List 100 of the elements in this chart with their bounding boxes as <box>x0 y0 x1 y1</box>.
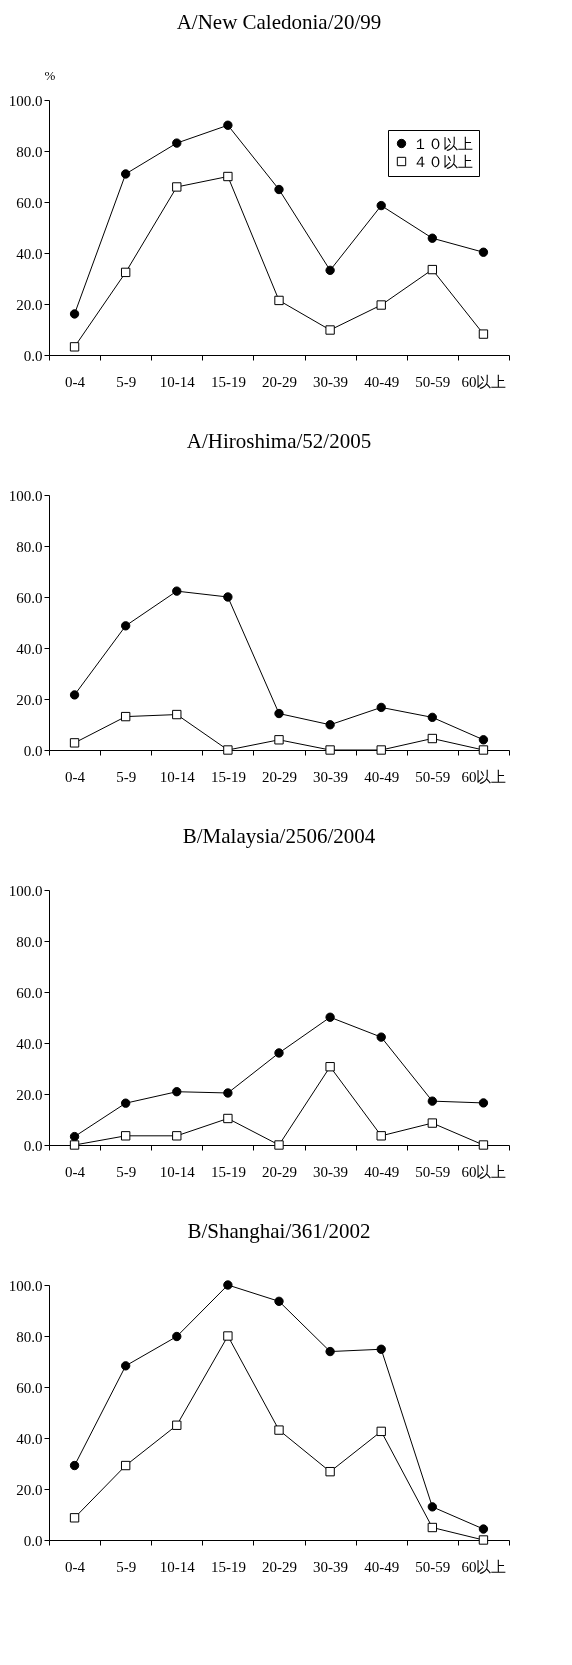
x-tick-label: 5-9 <box>116 373 137 390</box>
point <box>376 1032 386 1042</box>
point <box>69 1513 80 1523</box>
y-tick-label: 60.0 <box>16 194 43 211</box>
x-tick-label: 0-4 <box>65 1558 86 1575</box>
point <box>325 1012 335 1022</box>
point <box>223 1331 233 1341</box>
point <box>376 300 386 310</box>
x-tick-label: 10-14 <box>159 768 196 785</box>
y-tick-label: 40.0 <box>16 245 43 262</box>
point <box>325 325 335 335</box>
point <box>69 342 80 352</box>
legend-label: １０以上 <box>413 134 473 153</box>
point <box>69 690 80 700</box>
point <box>274 184 284 195</box>
y-tick-label: 80.0 <box>16 933 43 950</box>
point <box>325 745 335 755</box>
x-tick-label: 30-39 <box>313 373 349 390</box>
x-tick-label: 30-39 <box>313 768 349 785</box>
point <box>478 247 489 257</box>
x-tick-label: 60以上 <box>461 1163 507 1180</box>
point <box>223 1113 233 1124</box>
point <box>325 265 335 276</box>
y-tick-label: 20.0 <box>16 296 43 313</box>
x-tick-label: 10-14 <box>159 1163 196 1180</box>
point <box>427 1096 438 1106</box>
point <box>69 309 80 319</box>
x-tick-label: 40-49 <box>364 1163 400 1180</box>
x-tick-label: 15-19 <box>210 373 246 390</box>
point <box>427 1522 438 1533</box>
point <box>478 745 489 755</box>
y-tick-label: 0.0 <box>23 1137 43 1154</box>
point <box>274 1048 284 1058</box>
point <box>120 1131 131 1141</box>
y-tick-label: 60.0 <box>16 589 43 606</box>
y-tick-label: 40.0 <box>16 1035 43 1052</box>
x-tick-label: 10-14 <box>159 373 196 390</box>
point <box>376 200 386 211</box>
point <box>376 1131 386 1141</box>
point <box>172 182 182 192</box>
point <box>478 1535 489 1545</box>
point <box>427 712 438 723</box>
point <box>69 1140 80 1150</box>
point <box>69 1460 80 1471</box>
point <box>427 733 438 744</box>
point <box>172 138 182 148</box>
point <box>478 329 489 339</box>
point <box>120 1460 131 1471</box>
point <box>120 621 131 631</box>
x-tick-label: 60以上 <box>461 1558 507 1575</box>
point <box>325 1062 335 1072</box>
y-tick-label: 60.0 <box>16 1379 43 1396</box>
y-tick-label: 40.0 <box>16 1430 43 1447</box>
y-tick-label: 40.0 <box>16 640 43 657</box>
point <box>223 745 233 755</box>
x-tick-label: 20-29 <box>262 768 297 785</box>
y-tick-label: 20.0 <box>16 1086 43 1103</box>
point <box>223 171 233 182</box>
y-tick-label: 100.0 <box>8 1277 43 1294</box>
point <box>274 708 284 719</box>
y-tick-label: 0.0 <box>23 347 43 364</box>
x-tick-label: 40-49 <box>364 768 400 785</box>
x-tick-label: 0-4 <box>65 373 86 390</box>
point <box>325 720 335 730</box>
chart-title: B/Malaysia/2506/2004 <box>182 824 376 848</box>
point <box>427 1118 438 1128</box>
y-axis-title: % <box>44 67 56 83</box>
x-tick-label: 5-9 <box>116 1558 137 1575</box>
point <box>376 745 386 755</box>
x-tick-label: 60以上 <box>461 373 507 390</box>
point <box>172 1087 182 1097</box>
x-tick-label: 30-39 <box>313 1163 349 1180</box>
point <box>274 295 284 306</box>
chart-title: A/Hiroshima/52/2005 <box>186 429 372 453</box>
point <box>376 702 386 713</box>
point <box>69 738 80 748</box>
y-tick-label: 100.0 <box>8 882 43 899</box>
x-tick-label: 20-29 <box>262 1163 297 1180</box>
y-tick-label: 0.0 <box>23 742 43 759</box>
x-tick-label: 50-59 <box>415 768 451 785</box>
y-tick-label: 60.0 <box>16 984 43 1001</box>
point <box>172 709 182 720</box>
point <box>376 1344 386 1354</box>
point <box>172 1331 182 1342</box>
y-tick-label: 20.0 <box>16 691 43 708</box>
chart-title: B/Shanghai/361/2002 <box>187 1219 371 1243</box>
point <box>427 264 438 275</box>
point <box>120 1098 131 1108</box>
point <box>376 1426 386 1437</box>
x-tick-label: 5-9 <box>116 1163 137 1180</box>
x-tick-label: 40-49 <box>364 373 400 390</box>
point <box>172 1420 182 1430</box>
point <box>120 169 131 179</box>
x-tick-label: 50-59 <box>415 1163 451 1180</box>
x-tick-label: 15-19 <box>210 1163 246 1180</box>
y-tick-label: 100.0 <box>8 487 43 504</box>
x-tick-label: 40-49 <box>364 1558 400 1575</box>
point <box>478 735 489 745</box>
point <box>223 1280 233 1290</box>
y-tick-label: 100.0 <box>8 92 43 109</box>
